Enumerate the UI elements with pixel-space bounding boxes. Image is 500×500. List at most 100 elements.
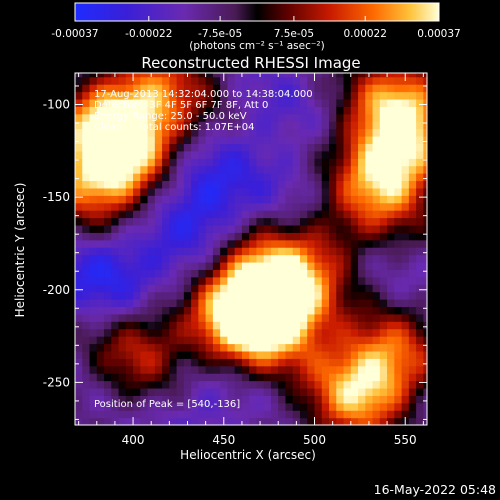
heatmap-cell [198,291,207,300]
heatmap-cell [314,417,323,425]
heatmap-cell [321,150,330,159]
heatmap-cell [169,321,178,330]
heatmap-cell [241,299,250,308]
heatmap-cell [321,365,330,374]
heatmap-cell [394,173,403,182]
heatmap-cell [169,328,178,337]
heatmap-cell [278,121,287,130]
heatmap-cell [140,165,149,174]
heatmap-cell [227,402,236,411]
heatmap-cell [169,202,178,211]
heatmap-cell [212,239,221,248]
heatmap-cell [89,150,98,159]
heatmap-cell [350,128,359,137]
heatmap-cell [329,121,337,130]
heatmap-cell [162,173,170,182]
heatmap-cell [176,210,185,219]
heatmap-cell [75,98,83,107]
heatmap-cell [372,224,381,233]
heatmap-cell [183,143,192,152]
heatmap-cell [133,217,141,226]
heatmap-cell [299,173,308,182]
heatmap-cell [379,121,388,130]
heatmap-cell [336,84,345,93]
heatmap-cell [191,180,199,189]
heatmap-cell [270,276,279,285]
heatmap-cell [96,73,105,78]
heatmap-cell [307,373,316,382]
heatmap-cell [133,187,141,196]
heatmap-cell [82,261,91,270]
heatmap-cell [285,358,294,367]
heatmap-cell [147,350,156,359]
heatmap-cell [416,247,424,256]
heatmap-cell [133,232,141,241]
heatmap-cell [358,373,366,382]
heatmap-cell [169,113,178,122]
heatmap-cell [198,84,207,93]
heatmap-cell [256,210,265,219]
heatmap-cell [198,173,207,182]
heatmap-cell [329,113,337,122]
heatmap-cell [336,365,345,374]
heatmap-cell [212,321,221,330]
heatmap-cell [343,180,352,189]
heatmap-cell [147,106,156,115]
heatmap-cell [314,402,323,411]
heatmap-cell [241,291,250,300]
heatmap-cell [263,336,272,345]
heatmap-cell [154,402,163,411]
heatmap-cell [241,202,250,211]
heatmap-cell [270,306,279,315]
heatmap-cell [125,261,134,270]
heatmap-cell [321,106,330,115]
heatmap-cell [278,91,287,100]
heatmap-cell [423,217,427,226]
heatmap-cell [133,276,141,285]
heatmap-cell [75,150,83,159]
heatmap-cell [423,73,427,78]
heatmap-cell [205,402,214,411]
heatmap-cell [227,210,236,219]
heatmap-cell [212,387,221,396]
heatmap-cell [307,365,316,374]
heatmap-cell [75,121,83,130]
heatmap-cell [329,232,337,241]
heatmap-cell [387,128,395,137]
heatmap-cell [147,402,156,411]
heatmap-cell [249,84,258,93]
heatmap-cell [401,380,410,389]
heatmap-cell [314,165,323,174]
heatmap-cell [408,239,417,248]
heatmap-cell [154,276,163,285]
heatmap-cell [191,313,199,322]
heatmap-cell [162,276,170,285]
heatmap-cell [133,395,141,404]
heatmap-cell [125,402,134,411]
heatmap-cell [104,261,112,270]
heatmap-cell [133,306,141,315]
heatmap-cell [75,402,83,411]
heatmap-cell [154,291,163,300]
heatmap-cell [285,291,294,300]
heatmap-cell [133,410,141,419]
heatmap-cell [140,121,149,130]
heatmap-cell [176,150,185,159]
heatmap-cell [82,254,91,263]
heatmap-cell [350,217,359,226]
heatmap-cell [343,410,352,419]
heatmap-cell [299,343,308,352]
heatmap-cell [96,113,105,122]
heatmap-cell [336,158,345,167]
heatmap-cell [321,217,330,226]
heatmap-cell [285,202,294,211]
heatmap-cell [350,417,359,425]
heatmap-cell [82,73,91,78]
heatmap-cell [278,291,287,300]
heatmap-cell [125,343,134,352]
heatmap-cell [162,417,170,425]
heatmap-cell [350,269,359,278]
heatmap-cell [183,113,192,122]
heatmap-cell [169,239,178,248]
heatmap-cell [401,328,410,337]
